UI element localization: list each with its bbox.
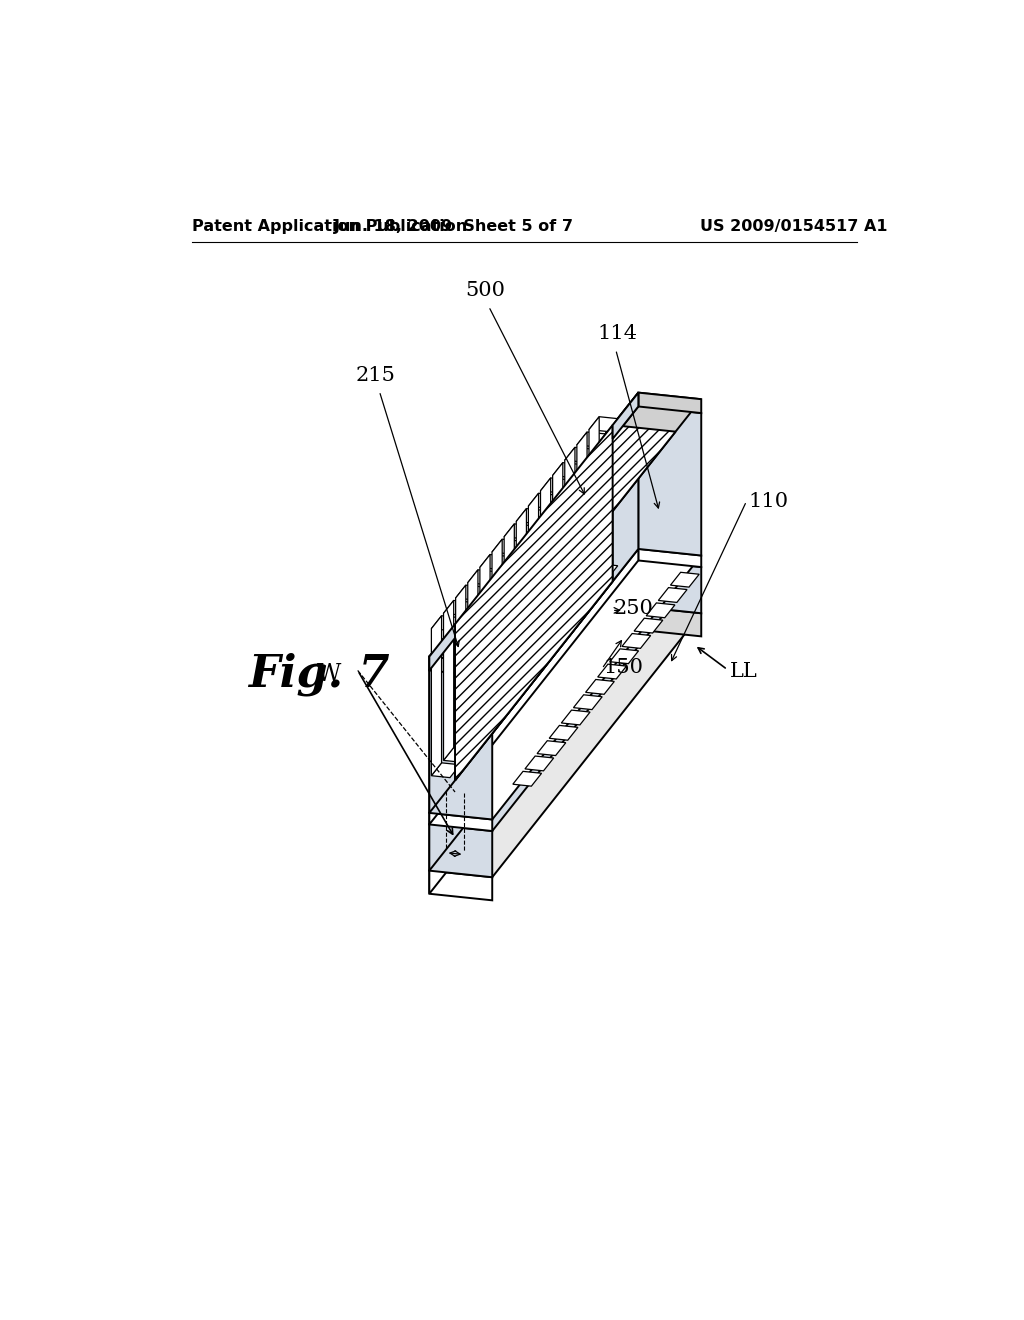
Polygon shape [468,717,497,731]
Text: Jun. 18, 2009  Sheet 5 of 7: Jun. 18, 2009 Sheet 5 of 7 [334,219,574,234]
Text: 114: 114 [597,325,637,343]
Polygon shape [658,587,687,602]
Polygon shape [638,407,701,556]
Polygon shape [622,634,650,648]
Polygon shape [638,607,701,636]
Polygon shape [577,579,605,594]
Polygon shape [429,624,455,671]
Text: 500: 500 [465,281,505,300]
Polygon shape [456,585,484,601]
Polygon shape [586,680,614,694]
Polygon shape [429,671,493,820]
Polygon shape [504,671,532,686]
Polygon shape [541,626,569,640]
Polygon shape [431,763,460,777]
Polygon shape [443,601,454,760]
Polygon shape [565,594,594,610]
Text: W: W [316,663,341,686]
Polygon shape [610,649,639,664]
Polygon shape [638,392,701,413]
Text: LL: LL [730,661,758,681]
Polygon shape [492,539,502,700]
Polygon shape [565,447,594,462]
Polygon shape [516,508,545,523]
Polygon shape [549,726,578,741]
Polygon shape [429,407,701,677]
Polygon shape [429,871,493,900]
Polygon shape [443,601,472,615]
Text: Fig. 7: Fig. 7 [248,652,389,696]
Polygon shape [429,561,701,832]
Polygon shape [443,747,472,763]
Polygon shape [456,585,466,744]
Polygon shape [525,756,554,771]
Polygon shape [577,432,605,446]
Polygon shape [456,733,484,747]
Polygon shape [504,524,514,684]
Polygon shape [431,615,441,776]
Polygon shape [429,656,493,677]
Polygon shape [553,610,582,624]
Polygon shape [638,549,701,568]
Text: Patent Application Publication: Patent Application Publication [193,219,467,234]
Polygon shape [492,686,521,701]
Polygon shape [528,494,539,653]
Polygon shape [577,432,587,591]
Polygon shape [541,478,569,492]
Polygon shape [455,425,676,631]
Polygon shape [429,407,638,813]
Polygon shape [528,494,557,508]
Polygon shape [429,607,638,894]
Text: 150: 150 [603,657,643,677]
Polygon shape [589,564,617,578]
Polygon shape [480,702,509,717]
Polygon shape [565,447,574,607]
Polygon shape [504,524,532,539]
Polygon shape [455,425,612,780]
Polygon shape [468,570,497,585]
Polygon shape [429,607,701,878]
Polygon shape [492,539,521,554]
Polygon shape [429,392,701,663]
Polygon shape [429,549,701,820]
Polygon shape [513,771,542,787]
Polygon shape [612,392,638,440]
Polygon shape [468,570,478,730]
Polygon shape [671,573,699,587]
Polygon shape [553,462,582,478]
Polygon shape [573,694,602,710]
Polygon shape [634,618,663,634]
Polygon shape [646,603,675,618]
Polygon shape [429,392,638,671]
Polygon shape [480,554,490,714]
Polygon shape [429,825,493,878]
Text: 250: 250 [613,599,653,618]
Polygon shape [598,664,627,678]
Polygon shape [455,425,612,780]
Polygon shape [589,417,617,432]
Polygon shape [537,741,566,755]
Text: 110: 110 [749,491,788,511]
Polygon shape [431,615,460,631]
Text: US 2009/0154517 A1: US 2009/0154517 A1 [700,219,888,234]
Polygon shape [429,561,638,871]
Polygon shape [516,508,526,668]
Polygon shape [561,710,590,725]
Polygon shape [589,417,599,577]
Polygon shape [480,554,509,569]
Polygon shape [429,549,638,825]
Polygon shape [516,656,545,671]
Polygon shape [429,813,493,832]
Polygon shape [553,462,563,623]
Text: 215: 215 [355,366,395,385]
Polygon shape [528,640,557,655]
Polygon shape [638,561,701,614]
Polygon shape [541,478,551,638]
